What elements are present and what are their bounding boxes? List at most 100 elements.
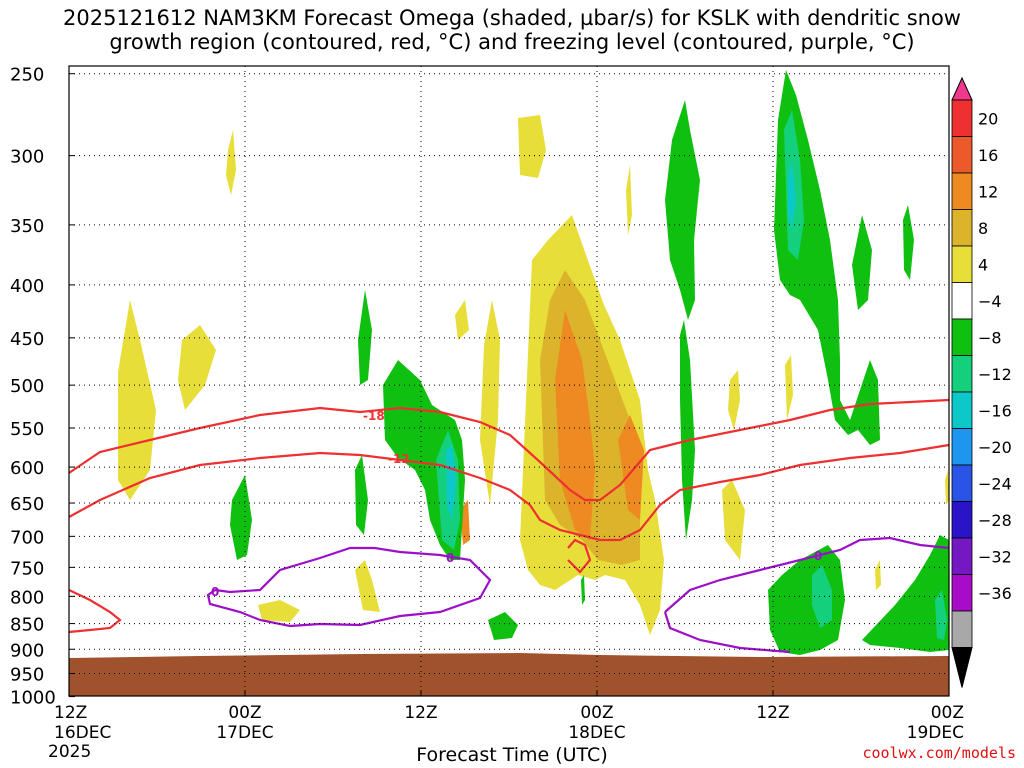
contour-red-lower-left — [68, 589, 122, 634]
colorbar-swatch — [951, 464, 973, 502]
omega-green-area — [230, 475, 252, 560]
freezing-level-contour — [206, 546, 492, 628]
colorbar-swatch — [951, 172, 973, 210]
y-tick-label: 450 — [10, 329, 44, 350]
colorbar-label: 20 — [978, 110, 998, 129]
omega-yellow-area — [118, 300, 156, 500]
colorbar-swatch — [951, 574, 973, 612]
y-tick-label: 900 — [10, 640, 44, 661]
site-credit[interactable]: coolwx.com/models — [862, 744, 1016, 762]
colorbar-bottom-arrow — [951, 647, 973, 688]
omega-yellow-area — [728, 370, 740, 430]
omega-cyan-area — [446, 445, 456, 520]
x-tick-date-label: 19DEC — [907, 723, 964, 743]
y-tick-label: 650 — [10, 494, 44, 515]
x-axis-title: Forecast Time (UTC) — [416, 744, 608, 766]
omega-teal-area — [935, 590, 947, 640]
colorbar-swatch — [951, 245, 973, 283]
omega-yellow-area — [722, 480, 745, 560]
y-tick-label: 600 — [10, 458, 44, 479]
x-tick-date-label: 18DEC — [568, 723, 625, 743]
x-tick-label: 00Z — [931, 703, 964, 723]
omega-yellow-area — [226, 130, 236, 195]
axes: 250 300 350 400 450 500 550 600 650 700 750 800 850 9… — [10, 65, 964, 762]
omega-green-area — [774, 70, 880, 445]
x-tick-label: 12Z — [404, 703, 437, 723]
grid — [69, 66, 949, 696]
colorbar-swatch — [951, 391, 973, 429]
colorbar-swatch — [951, 355, 973, 393]
contours: -18 -12 0 0 0 — [68, 398, 950, 654]
freezing-level-contour — [663, 611, 791, 654]
colorbar-swatch — [951, 537, 973, 575]
colorbar-label: −32 — [978, 548, 1012, 567]
omega-yellow-area — [518, 115, 546, 178]
omega-yellow-area — [258, 600, 300, 622]
colorbar-label: 8 — [978, 219, 988, 238]
contour-label-minus12: -12 — [388, 452, 410, 466]
freezing-level-contour — [664, 536, 950, 613]
omega-green-area — [862, 535, 949, 652]
y-tick-label: 500 — [10, 376, 44, 397]
y-tick-label: 1000 — [10, 688, 56, 709]
omega-green-area — [358, 290, 372, 385]
y-tick-label: 300 — [10, 147, 44, 168]
y-tick-label: 350 — [10, 216, 44, 237]
omega-green-area — [488, 612, 518, 640]
omega-yellow-area — [355, 560, 380, 612]
omega-green-area — [768, 545, 845, 655]
contour-minus18-line — [68, 398, 950, 502]
chart-title-line1: 2025121612 NAM3KM Forecast Omega (shaded… — [63, 6, 961, 30]
terrain-below-ground — [69, 653, 949, 696]
y-tick-label: 750 — [10, 558, 44, 579]
freezing-level-label: 0 — [211, 585, 219, 599]
y-tick-label: 250 — [10, 65, 44, 86]
start-year-label: 2025 — [48, 742, 91, 762]
colorbar-swatch — [951, 610, 973, 648]
x-tick-date-label: 16DEC — [54, 723, 111, 743]
colorbar-label: 16 — [978, 146, 998, 165]
x-tick-date-label: 17DEC — [216, 723, 273, 743]
contour-red-loop — [567, 538, 592, 574]
colorbar-swatch — [951, 209, 973, 247]
omega-green-area — [680, 320, 695, 540]
colorbar-label: 4 — [978, 256, 988, 275]
colorbar-label: 12 — [978, 183, 998, 202]
omega-orange-area — [555, 310, 595, 540]
omega-green-area — [355, 455, 368, 535]
omega-yellow-area — [626, 165, 632, 235]
omega-teal-area — [812, 565, 832, 628]
y-tick-label: 550 — [10, 419, 44, 440]
colorbar-swatch — [951, 318, 973, 356]
y-tick-label: 400 — [10, 276, 44, 297]
chart-title-line2: growth region (contoured, red, °C) and f… — [109, 30, 915, 54]
colorbar-label: −12 — [978, 365, 1012, 384]
omega-green-area — [581, 575, 585, 605]
omega-yellow-area — [785, 355, 793, 420]
omega-yellow-area — [455, 300, 469, 340]
x-tick-label: 00Z — [580, 703, 613, 723]
colorbar-swatch — [951, 99, 973, 137]
colorbar-swatch — [951, 501, 973, 539]
omega-yellow-area — [480, 300, 500, 505]
omega-yellow-area — [945, 470, 949, 505]
omega-green-area — [665, 100, 700, 320]
colorbar-swatch — [951, 282, 973, 320]
y-tick-label: 700 — [10, 527, 44, 548]
colorbar-label: −36 — [978, 584, 1012, 603]
contour-minus12-line — [68, 443, 950, 542]
colorbar-top-arrow — [951, 76, 973, 101]
omega-green-area — [903, 205, 914, 280]
colorbar-label: −28 — [978, 511, 1012, 530]
colorbar: 20 16 12 8 4 −4 −8 −12 −16 −20 −24 −28 −32 −36 — [951, 76, 1012, 688]
x-tick-label: 12Z — [756, 703, 789, 723]
omega-shading — [69, 70, 949, 696]
omega-orange-area — [618, 415, 644, 520]
colorbar-label: −8 — [978, 329, 1002, 348]
colorbar-label: −24 — [978, 475, 1012, 494]
colorbar-label: −16 — [978, 402, 1012, 421]
colorbar-swatch — [951, 428, 973, 466]
contour-label-minus18: -18 — [363, 409, 385, 423]
y-tick-label: 850 — [10, 615, 44, 636]
